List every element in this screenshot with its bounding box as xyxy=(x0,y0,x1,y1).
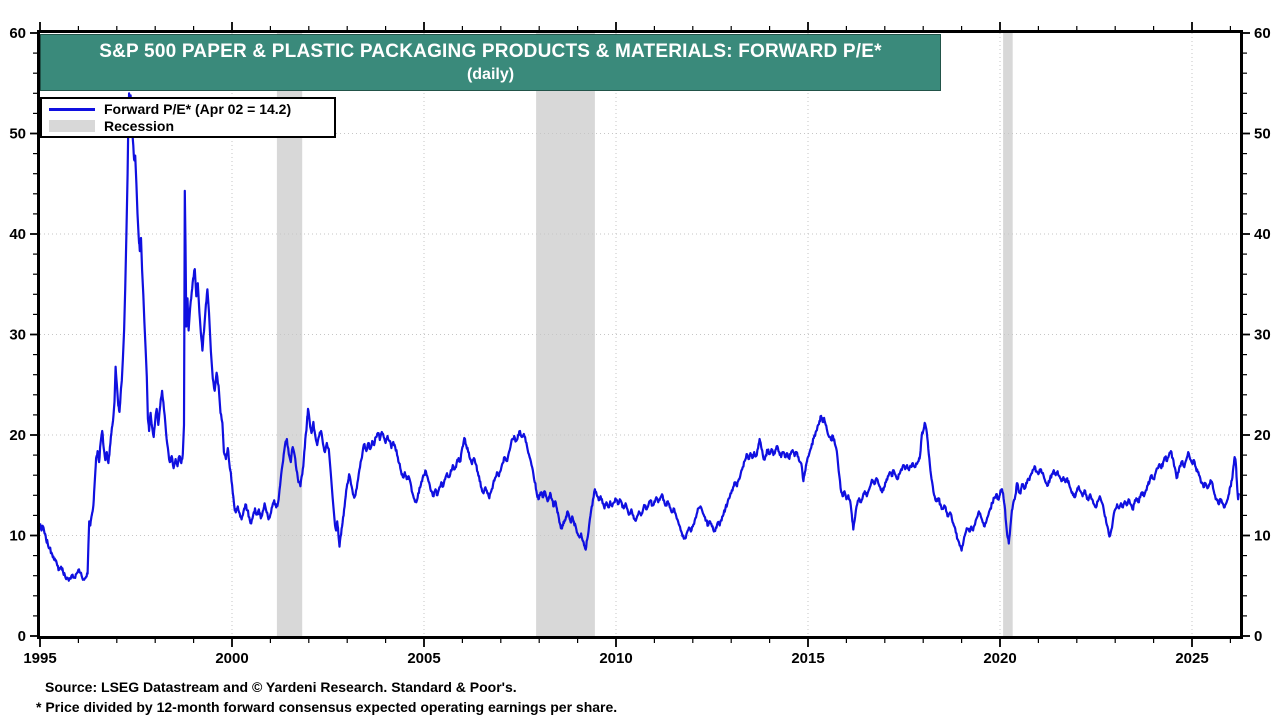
y-axis-label-right: 10 xyxy=(1254,528,1271,545)
x-axis-label: 2020 xyxy=(983,650,1016,667)
y-axis-label-right: 0 xyxy=(1254,628,1262,645)
y-axis-label-left: 30 xyxy=(9,327,26,344)
x-axis-label: 2010 xyxy=(599,650,632,667)
plot-border xyxy=(37,30,1243,639)
legend-row-series: Forward P/E* (Apr 02 = 14.2) xyxy=(49,101,327,117)
y-axis-label-left: 50 xyxy=(9,126,26,143)
y-axis-label-left: 40 xyxy=(9,226,26,243)
recession-band xyxy=(536,33,595,636)
y-axis-label-right: 30 xyxy=(1254,327,1271,344)
legend: Forward P/E* (Apr 02 = 14.2) Recession xyxy=(40,97,336,138)
x-axis-label: 2000 xyxy=(215,650,248,667)
x-axis-label: 2005 xyxy=(407,650,440,667)
x-axis-label: 1995 xyxy=(23,650,56,667)
x-axis-label: 2025 xyxy=(1175,650,1208,667)
y-axis-label-right: 60 xyxy=(1254,25,1271,42)
y-axis-label-right: 20 xyxy=(1254,427,1271,444)
y-axis-label-left: 20 xyxy=(9,427,26,444)
chart-subtitle: (daily) xyxy=(466,66,515,83)
y-axis-label-left: 60 xyxy=(9,25,26,42)
y-axis-label-left: 10 xyxy=(9,528,26,545)
legend-series-label: Forward P/E* (Apr 02 = 14.2) xyxy=(104,101,292,118)
legend-recession-label: Recession xyxy=(104,117,175,134)
x-axis-label: 2015 xyxy=(791,650,824,667)
pe-line xyxy=(38,92,1241,582)
recession-band xyxy=(1003,33,1013,636)
legend-row-recession: Recession xyxy=(49,118,327,134)
y-axis-label-left: 0 xyxy=(18,628,26,645)
legend-recession-swatch xyxy=(49,119,95,132)
y-axis-label-right: 40 xyxy=(1254,226,1271,243)
chart-title-banner: S&P 500 PAPER & PLASTIC PACKAGING PRODUC… xyxy=(40,34,941,91)
legend-line-swatch xyxy=(49,107,95,111)
source-text: Source: LSEG Datastream and © Yardeni Re… xyxy=(45,679,517,695)
footnote-text: * Price divided by 12-month forward cons… xyxy=(36,699,618,715)
y-axis-label-right: 50 xyxy=(1254,126,1271,143)
chart-title: S&P 500 PAPER & PLASTIC PACKAGING PRODUC… xyxy=(99,41,882,62)
